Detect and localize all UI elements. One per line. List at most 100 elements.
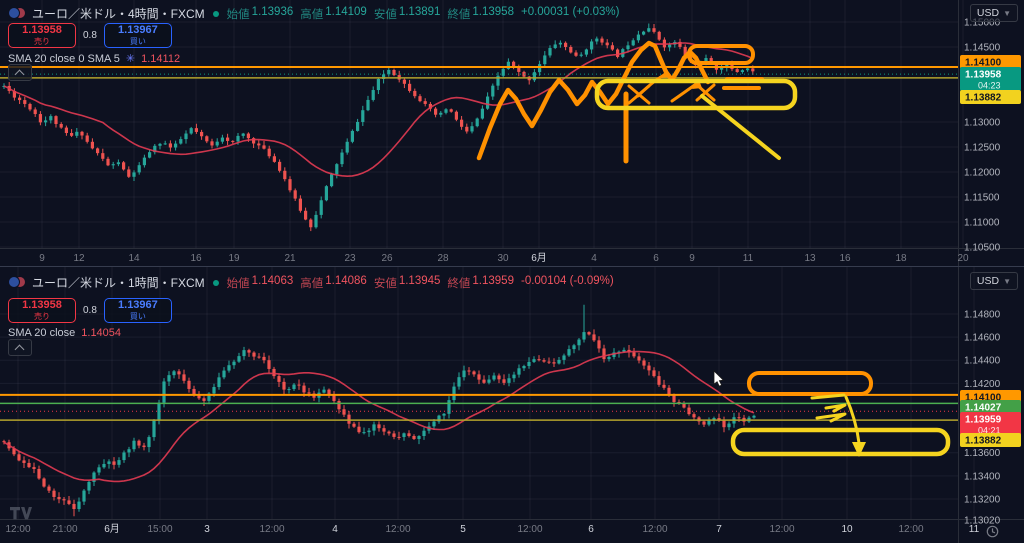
currency-unit-dropdown[interactable]: USD ▼: [969, 4, 1018, 22]
collapse-legend-button[interactable]: [8, 64, 32, 81]
time-tick: 9: [689, 253, 695, 264]
chart-title[interactable]: ユーロ／米ドル・1時間・FXCM: [32, 276, 205, 290]
buy-button[interactable]: 1.13967 買い: [103, 298, 172, 323]
indicator-value: 1.14112: [141, 52, 181, 65]
price-tick: 1.13020: [964, 515, 1001, 526]
user-drawings: [476, 40, 798, 164]
sma-line[interactable]: [3, 42, 754, 178]
collapse-legend-button[interactable]: [8, 339, 32, 356]
candles: [2, 304, 756, 517]
time-tick: 26: [381, 253, 393, 264]
instrument-icon: [8, 276, 26, 289]
time-axis[interactable]: 9 12 14 16 19 21 23 26 28 30 6月 4 6 9 11 13 16 18 20: [39, 252, 969, 264]
ohlc-readout: 始値 1.13936 高値 1.14109 安値 1.13891 終値 1.13958 …: [226, 5, 620, 21]
time-tick: 13: [804, 253, 816, 264]
yellow-target-box[interactable]: [730, 427, 951, 457]
orange-trend-scribble[interactable]: [476, 40, 711, 161]
chart-title[interactable]: ユーロ／米ドル・4時間・FXCM: [32, 7, 205, 21]
yellow-range-box[interactable]: [594, 78, 798, 111]
yellow-arrowhead[interactable]: [852, 442, 866, 457]
time-tick: 5: [460, 524, 466, 535]
orange-arrowhead[interactable]: [660, 69, 671, 78]
time-tick: 30: [497, 253, 509, 264]
yellow-arrow-curve[interactable]: [844, 395, 861, 445]
svg-text:1.14100: 1.14100: [965, 58, 1002, 69]
trade-buttons-4h: 1.13958 売り 0.8 1.13967 買い: [8, 23, 172, 48]
price-tick: 1.12000: [964, 168, 1001, 179]
time-tick: 16: [839, 253, 851, 264]
svg-text:04:23: 04:23: [978, 81, 1001, 91]
svg-text:1.13958: 1.13958: [965, 70, 1002, 81]
chart-panel-4h: 9 12 14 16 19 21 23 26 28 30 6月 4 6 9 11 13 16 18 20 1.1500…: [0, 0, 1024, 266]
price-tick: 1.13400: [964, 471, 1001, 482]
price-label-1.13882[interactable]: 1.13882: [960, 90, 1021, 104]
price-label-1.14027[interactable]: 1.14027: [960, 400, 1021, 414]
indicator-legend[interactable]: SMA 20 close 1.14054: [8, 327, 122, 339]
time-tick: 12:00: [385, 524, 410, 535]
price-tick: 1.14500: [964, 43, 1001, 54]
price-tick: 1.14600: [964, 333, 1001, 344]
time-tick: 11: [743, 253, 754, 264]
trade-buttons-1h: 1.13958 売り 0.8 1.13967 買い: [8, 298, 172, 323]
yellow-tick-mark[interactable]: [824, 403, 847, 413]
yellow-breakdown-line[interactable]: [700, 94, 781, 160]
time-tick: 23: [344, 253, 356, 264]
time-tick: 15:00: [147, 524, 172, 535]
currency-unit-dropdown[interactable]: USD ▼: [969, 272, 1018, 290]
chart-panel-1h: 12:00 21:00 6月 15:00 3 12:00 4 12:00 5 12:00 6 12:0…: [0, 266, 1024, 543]
orange-arrow[interactable]: [670, 82, 698, 103]
sell-button[interactable]: 1.13958 売り: [8, 23, 76, 48]
yellow-tick-mark[interactable]: [815, 412, 847, 423]
market-open-dot: [212, 10, 219, 17]
orange-zone-box[interactable]: [747, 371, 873, 396]
indicator-legend[interactable]: SMA 20 close 0 SMA 5 ✳ 1.14112: [8, 52, 181, 66]
time-tick: 12:00: [5, 524, 30, 535]
sma-line[interactable]: [3, 350, 755, 483]
market-open-dot: [212, 279, 219, 286]
time-tick: 12:00: [769, 524, 794, 535]
price-label-1.14100[interactable]: 1.14100: [960, 55, 1021, 69]
price-label-1.13882[interactable]: 1.13882: [960, 433, 1021, 447]
price-chart-1h[interactable]: 12:00 21:00 6月 15:00 3 12:00 4 12:00 5 12:00 6 12:0…: [0, 267, 1024, 543]
svg-text:1.13882: 1.13882: [965, 93, 1002, 104]
orange-zone-box[interactable]: [687, 44, 755, 65]
price-tick: 1.10500: [964, 243, 1001, 254]
indicator-value: 1.14054: [81, 327, 122, 339]
svg-text:1.14100: 1.14100: [965, 393, 1002, 404]
chart-legend-1h: ユーロ／米ドル・1時間・FXCM 始値 1.14063 高値 1.14086 安値 1…: [8, 274, 614, 291]
price-scale[interactable]: 1.14800 1.14600 1.14400 1.14200 1.13600 1.134…: [964, 310, 1001, 527]
price-levels: [0, 66, 958, 79]
chart-legend-4h: ユーロ／米ドル・4時間・FXCM 始値 1.13936 高値 1.14109 安値 1…: [8, 5, 619, 22]
price-tick: 1.14200: [964, 379, 1001, 390]
time-tick: 6月: [531, 252, 547, 264]
user-drawings: [713, 370, 951, 457]
time-axis[interactable]: 12:00 21:00 6月 15:00 3 12:00 4 12:00 5 12:00 6 12:0…: [5, 523, 979, 535]
instrument-icon: [8, 7, 26, 20]
price-tick: 1.11000: [964, 218, 1000, 229]
time-tick: 4: [591, 253, 597, 264]
time-tick: 6: [588, 524, 594, 535]
grid: [0, 0, 964, 248]
change-readout: -0.00104 (-0.09%): [520, 274, 614, 287]
svg-text:1.13882: 1.13882: [965, 436, 1002, 447]
price-scale[interactable]: 1.15000 1.14500 1.13000 1.12500 1.12000 1.115…: [964, 18, 1001, 254]
time-tick: 14: [128, 253, 140, 264]
time-tick: 12:00: [898, 524, 923, 535]
spread-value: 0.8: [83, 305, 97, 316]
price-tick: 1.13200: [964, 494, 1001, 505]
yellow-tick-mark[interactable]: [810, 393, 846, 400]
svg-text:1.14027: 1.14027: [965, 403, 1002, 414]
mouse-cursor[interactable]: [713, 370, 725, 387]
time-tick: 18: [895, 253, 907, 264]
tradingview-logo[interactable]: [10, 505, 34, 526]
chevron-down-icon: ▼: [1003, 276, 1011, 286]
orange-x-mark[interactable]: [695, 83, 716, 102]
buy-button[interactable]: 1.13967 買い: [103, 23, 172, 48]
timezone-clock-icon[interactable]: [986, 525, 999, 543]
time-tick: 19: [228, 253, 240, 264]
sell-button[interactable]: 1.13958 売り: [8, 298, 76, 323]
price-chart-4h[interactable]: 9 12 14 16 19 21 23 26 28 30 6月 4 6 9 11 13 16 18 201.1500…: [0, 0, 1024, 266]
